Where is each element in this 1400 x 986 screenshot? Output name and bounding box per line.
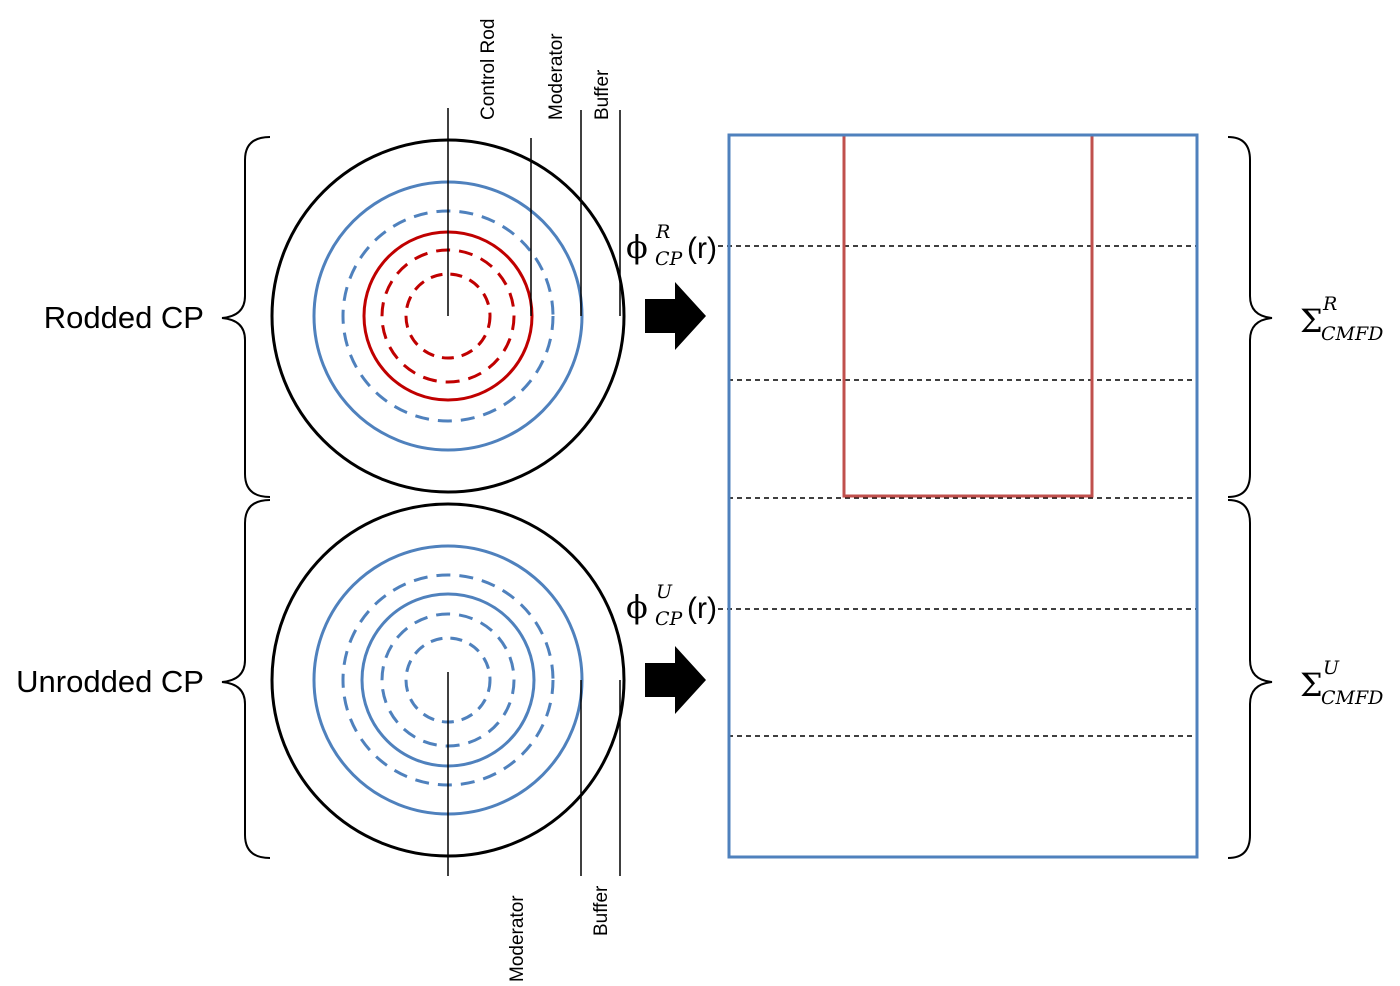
- brace-rodded: [221, 136, 271, 498]
- assembly-outline-box: [727, 133, 1199, 859]
- xs-rodded-sub: CMFD: [1321, 323, 1383, 345]
- unrodded-cell: [270, 502, 626, 876]
- brace-xs-unrodded: [1227, 499, 1273, 859]
- xs-unrodded-label: Σ U CMFD: [1300, 657, 1383, 709]
- cmfd-mesh: [718, 133, 1199, 859]
- flux-rodded-base: ϕ: [626, 228, 648, 266]
- buffer-label-bottom: Buffer: [591, 885, 612, 936]
- flux-unrodded-sup: U: [656, 581, 673, 603]
- flux-unrodded-label: ϕ U CP (r): [626, 581, 717, 630]
- xs-unrodded-sup: U: [1323, 657, 1340, 679]
- rodded-cell: [270, 108, 626, 494]
- arrow-unrodded-icon: [645, 646, 706, 714]
- xs-rodded-base: Σ: [1300, 302, 1323, 340]
- rodded-cp-label: Rodded CP: [44, 300, 204, 335]
- brace-unrodded: [221, 499, 271, 859]
- flux-unrodded-sub: CP: [655, 608, 684, 630]
- rodded-rod-dashed-ring-inner: [404, 272, 492, 360]
- flux-rodded-sub: CP: [655, 248, 684, 270]
- control-rod-region-box: [842, 133, 1094, 498]
- moderator-label-top: Moderator: [546, 33, 567, 120]
- moderator-label-bottom: Moderator: [507, 895, 528, 982]
- flux-unrodded-arg: (r): [687, 592, 717, 625]
- flux-rodded-label: ϕ R CP (r): [626, 221, 717, 270]
- flux-rodded-arg: (r): [687, 232, 717, 265]
- control-rod-label: Control Rod: [478, 19, 499, 120]
- xs-rodded-label: Σ R CMFD: [1300, 293, 1383, 345]
- xs-unrodded-base: Σ: [1300, 666, 1323, 704]
- unrodded-cp-label: Unrodded CP: [16, 664, 204, 699]
- brace-xs-rodded: [1227, 136, 1273, 498]
- xs-unrodded-sub: CMFD: [1321, 687, 1383, 709]
- arrow-rodded-icon: [645, 282, 706, 350]
- buffer-label-top: Buffer: [592, 69, 613, 120]
- flux-unrodded-base: ϕ: [626, 588, 648, 626]
- flux-rodded-sup: R: [655, 221, 670, 243]
- xs-rodded-sup: R: [1322, 293, 1337, 315]
